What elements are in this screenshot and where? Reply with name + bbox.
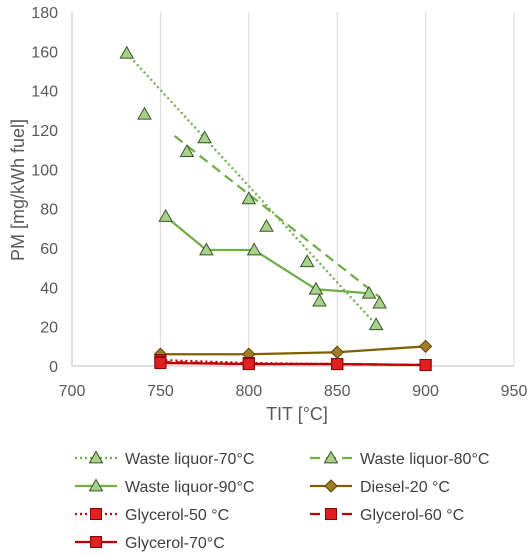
legend-label: Glycerol-70°C bbox=[125, 535, 225, 552]
series-line bbox=[160, 361, 426, 367]
data-point bbox=[361, 285, 377, 299]
x-tick-label: 700 bbox=[59, 383, 86, 400]
y-tick-label: 0 bbox=[49, 359, 58, 376]
data-point bbox=[259, 218, 274, 232]
legend-item: Diesel-20 °C bbox=[310, 479, 450, 496]
data-point bbox=[419, 359, 432, 372]
x-axis-title: TIT [°C] bbox=[266, 404, 328, 424]
series bbox=[119, 45, 433, 372]
y-axis-title: PM [mg/kWh fuel] bbox=[8, 119, 28, 261]
data-point bbox=[299, 254, 315, 268]
data-point bbox=[158, 209, 174, 222]
grid bbox=[159, 12, 515, 366]
data-point bbox=[119, 45, 135, 59]
legend-swatch-marker bbox=[324, 479, 338, 493]
legend-item: Glycerol-50 °C bbox=[75, 507, 229, 524]
legend-label: Waste liquor-90°C bbox=[125, 479, 254, 496]
y-tick-label: 100 bbox=[31, 162, 58, 179]
y-tick-label: 160 bbox=[31, 44, 58, 61]
y-tick-label: 140 bbox=[31, 84, 58, 101]
x-tick-label: 950 bbox=[501, 383, 528, 400]
legend: Waste liquor-70°C Waste liquor-80°C Waste … bbox=[75, 450, 489, 552]
data-point bbox=[330, 345, 344, 359]
data-point bbox=[241, 191, 257, 205]
data-point bbox=[331, 358, 344, 371]
legend-item: Waste liquor-90°C bbox=[75, 478, 254, 496]
legend-label: Waste liquor-70°C bbox=[125, 451, 254, 468]
legend-swatch-marker bbox=[325, 508, 337, 520]
legend-swatch-marker bbox=[88, 450, 104, 464]
y-tick-label: 20 bbox=[40, 320, 58, 337]
legend-item: Waste liquor-70°C bbox=[75, 450, 254, 468]
data-point bbox=[368, 317, 384, 331]
y-tick-label: 120 bbox=[31, 123, 58, 140]
data-point bbox=[308, 281, 324, 295]
data-point bbox=[242, 358, 255, 371]
data-point bbox=[418, 339, 433, 354]
tick-labels: 700 750 800 850 900 950 0 20 40 60 80 100 120 140 160 1… bbox=[31, 5, 527, 400]
legend-swatch-marker bbox=[88, 478, 104, 492]
legend-swatch-marker bbox=[90, 536, 102, 548]
legend-label: Glycerol-50 °C bbox=[125, 507, 229, 524]
y-tick-label: 80 bbox=[40, 202, 58, 219]
series-line bbox=[173, 135, 381, 299]
data-point bbox=[197, 130, 212, 144]
legend-swatch-marker bbox=[323, 450, 339, 464]
x-tick-label: 850 bbox=[324, 383, 351, 400]
data-point bbox=[179, 144, 195, 158]
series-2 bbox=[158, 209, 377, 307]
series-3 bbox=[153, 339, 433, 361]
series-6 bbox=[154, 357, 432, 372]
axes bbox=[71, 12, 514, 367]
data-point bbox=[372, 295, 387, 309]
data-point bbox=[137, 106, 152, 120]
x-tick-label: 750 bbox=[147, 383, 174, 400]
series-line bbox=[160, 345, 426, 356]
y-tick-label: 180 bbox=[31, 5, 58, 22]
x-tick-label: 900 bbox=[412, 383, 439, 400]
y-tick-label: 60 bbox=[40, 241, 58, 258]
legend-item: Waste liquor-80°C bbox=[310, 450, 489, 468]
data-point bbox=[154, 357, 167, 370]
data-point bbox=[199, 242, 214, 256]
legend-item: Glycerol-60 °C bbox=[310, 507, 464, 524]
x-tick-label: 800 bbox=[235, 383, 262, 400]
legend-label: Diesel-20 °C bbox=[360, 479, 450, 496]
series-line bbox=[125, 52, 377, 326]
y-tick-label: 40 bbox=[40, 280, 58, 297]
legend-label: Glycerol-60 °C bbox=[360, 507, 464, 524]
data-point bbox=[312, 293, 327, 307]
legend-item: Glycerol-70°C bbox=[75, 535, 225, 552]
series-0 bbox=[119, 45, 384, 331]
data-point bbox=[246, 242, 262, 256]
series-1 bbox=[173, 135, 387, 309]
legend-swatch-marker bbox=[90, 508, 102, 520]
legend-label: Waste liquor-80°C bbox=[360, 451, 489, 468]
